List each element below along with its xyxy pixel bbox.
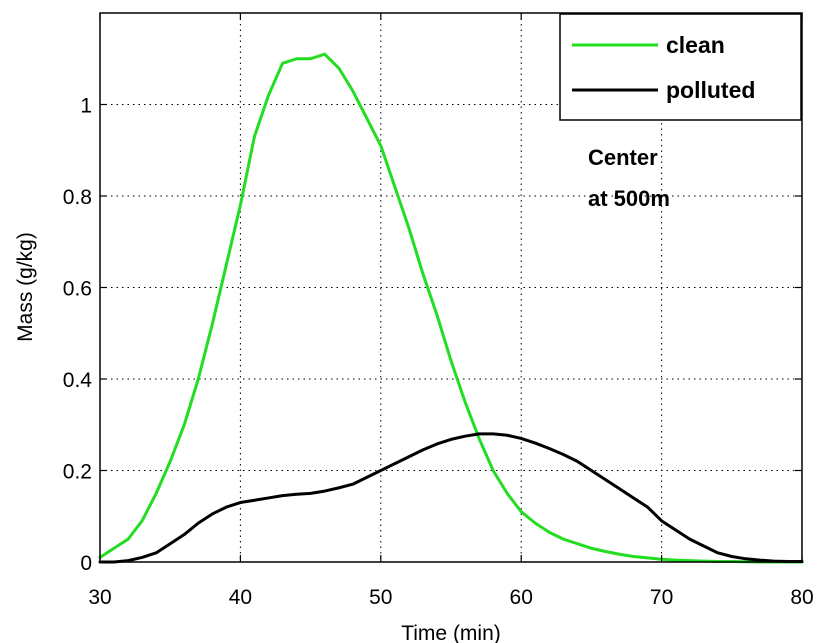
y-tick-label: 0 bbox=[80, 552, 92, 575]
y-axis-title: Mass (g/kg) bbox=[14, 232, 37, 342]
y-tick-label: 0.4 bbox=[63, 369, 93, 392]
y-tick-label: 0.2 bbox=[63, 461, 92, 484]
legend-box bbox=[559, 13, 802, 121]
y-tick-label: 0.6 bbox=[63, 278, 92, 301]
x-tick-label: 60 bbox=[510, 586, 533, 609]
series-lines bbox=[98, 52, 804, 564]
legend: clean polluted bbox=[559, 13, 802, 121]
x-tick-label: 30 bbox=[88, 586, 111, 609]
annotation-line-1: Center bbox=[588, 145, 658, 170]
axis-ticks bbox=[99, 13, 803, 563]
x-axis-title: Time (min) bbox=[401, 622, 501, 643]
x-tick-label: 80 bbox=[790, 586, 813, 609]
y-tick-label: 0.8 bbox=[63, 186, 92, 209]
annotation-line-2: at 500m bbox=[588, 186, 670, 211]
y-tick-label: 1 bbox=[80, 95, 92, 118]
series-line-polluted bbox=[98, 432, 804, 564]
x-tick-label: 40 bbox=[229, 586, 252, 609]
series-line-clean bbox=[98, 52, 804, 564]
x-tick-label: 50 bbox=[369, 586, 392, 609]
legend-label-polluted: polluted bbox=[666, 77, 755, 103]
tick-labels: 30 40 50 60 70 80 0 0.2 0.4 0.6 0.8 1 bbox=[63, 95, 814, 610]
x-tick-label: 70 bbox=[650, 586, 673, 609]
legend-label-clean: clean bbox=[666, 32, 725, 58]
